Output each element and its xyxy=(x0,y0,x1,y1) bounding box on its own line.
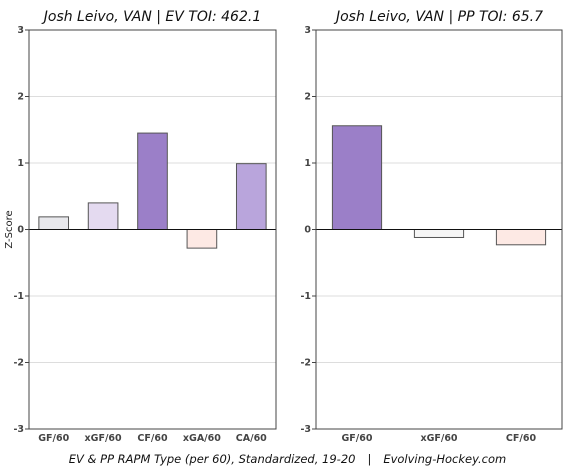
bar-xgf-per-60 xyxy=(413,229,465,238)
y-tick-label: 3 xyxy=(304,25,311,36)
y-tick-label: 0 xyxy=(304,225,311,236)
y-tick-label: -2 xyxy=(13,358,24,369)
y-tick-label: 2 xyxy=(304,92,311,103)
bar-cf-per-60 xyxy=(137,132,168,230)
footer-separator: | xyxy=(367,452,372,466)
chart-title-ev: Josh Leivo, VAN | EV TOI: 462.1 xyxy=(43,9,262,25)
bar-gf-per-60 xyxy=(38,216,70,231)
x-tick-label: xGA/60 xyxy=(183,433,221,444)
y-tick-label: -2 xyxy=(300,358,311,369)
x-tick-label: CF/60 xyxy=(506,433,537,444)
footer-description: EV & PP RAPM Type (per 60), Standardized… xyxy=(68,452,356,466)
bar-cf-per-60 xyxy=(495,229,547,246)
chart-title-pp: Josh Leivo, VAN | PP TOI: 65.7 xyxy=(335,9,544,25)
footer-caption: EV & PP RAPM Type (per 60), Standardized… xyxy=(0,452,575,466)
y-tick-label: -1 xyxy=(300,291,311,302)
footer-source: Evolving-Hockey.com xyxy=(383,452,507,466)
y-tick-label: 2 xyxy=(17,92,24,103)
x-tick-label: xGF/60 xyxy=(420,433,457,444)
y-axis-label: Z-Score xyxy=(4,210,15,248)
y-tick-label: -3 xyxy=(13,424,24,435)
bar-xgf-per-60 xyxy=(87,202,119,230)
bar-xga-per-60 xyxy=(186,229,218,249)
y-tick-label: 0 xyxy=(17,225,24,236)
x-tick-label: xGF/60 xyxy=(85,433,122,444)
y-tick-label: -3 xyxy=(300,424,311,435)
y-tick-label: 1 xyxy=(17,158,24,169)
x-tick-label: GF/60 xyxy=(342,433,373,444)
y-tick-label: 1 xyxy=(304,158,311,169)
bar-gf-per-60 xyxy=(331,125,383,230)
bar-ca-per-60 xyxy=(235,163,267,230)
x-tick-label: CF/60 xyxy=(137,433,168,444)
x-tick-label: CA/60 xyxy=(236,433,267,444)
y-tick-label: -1 xyxy=(13,291,24,302)
y-tick-label: 3 xyxy=(17,25,24,36)
x-tick-label: GF/60 xyxy=(38,433,69,444)
